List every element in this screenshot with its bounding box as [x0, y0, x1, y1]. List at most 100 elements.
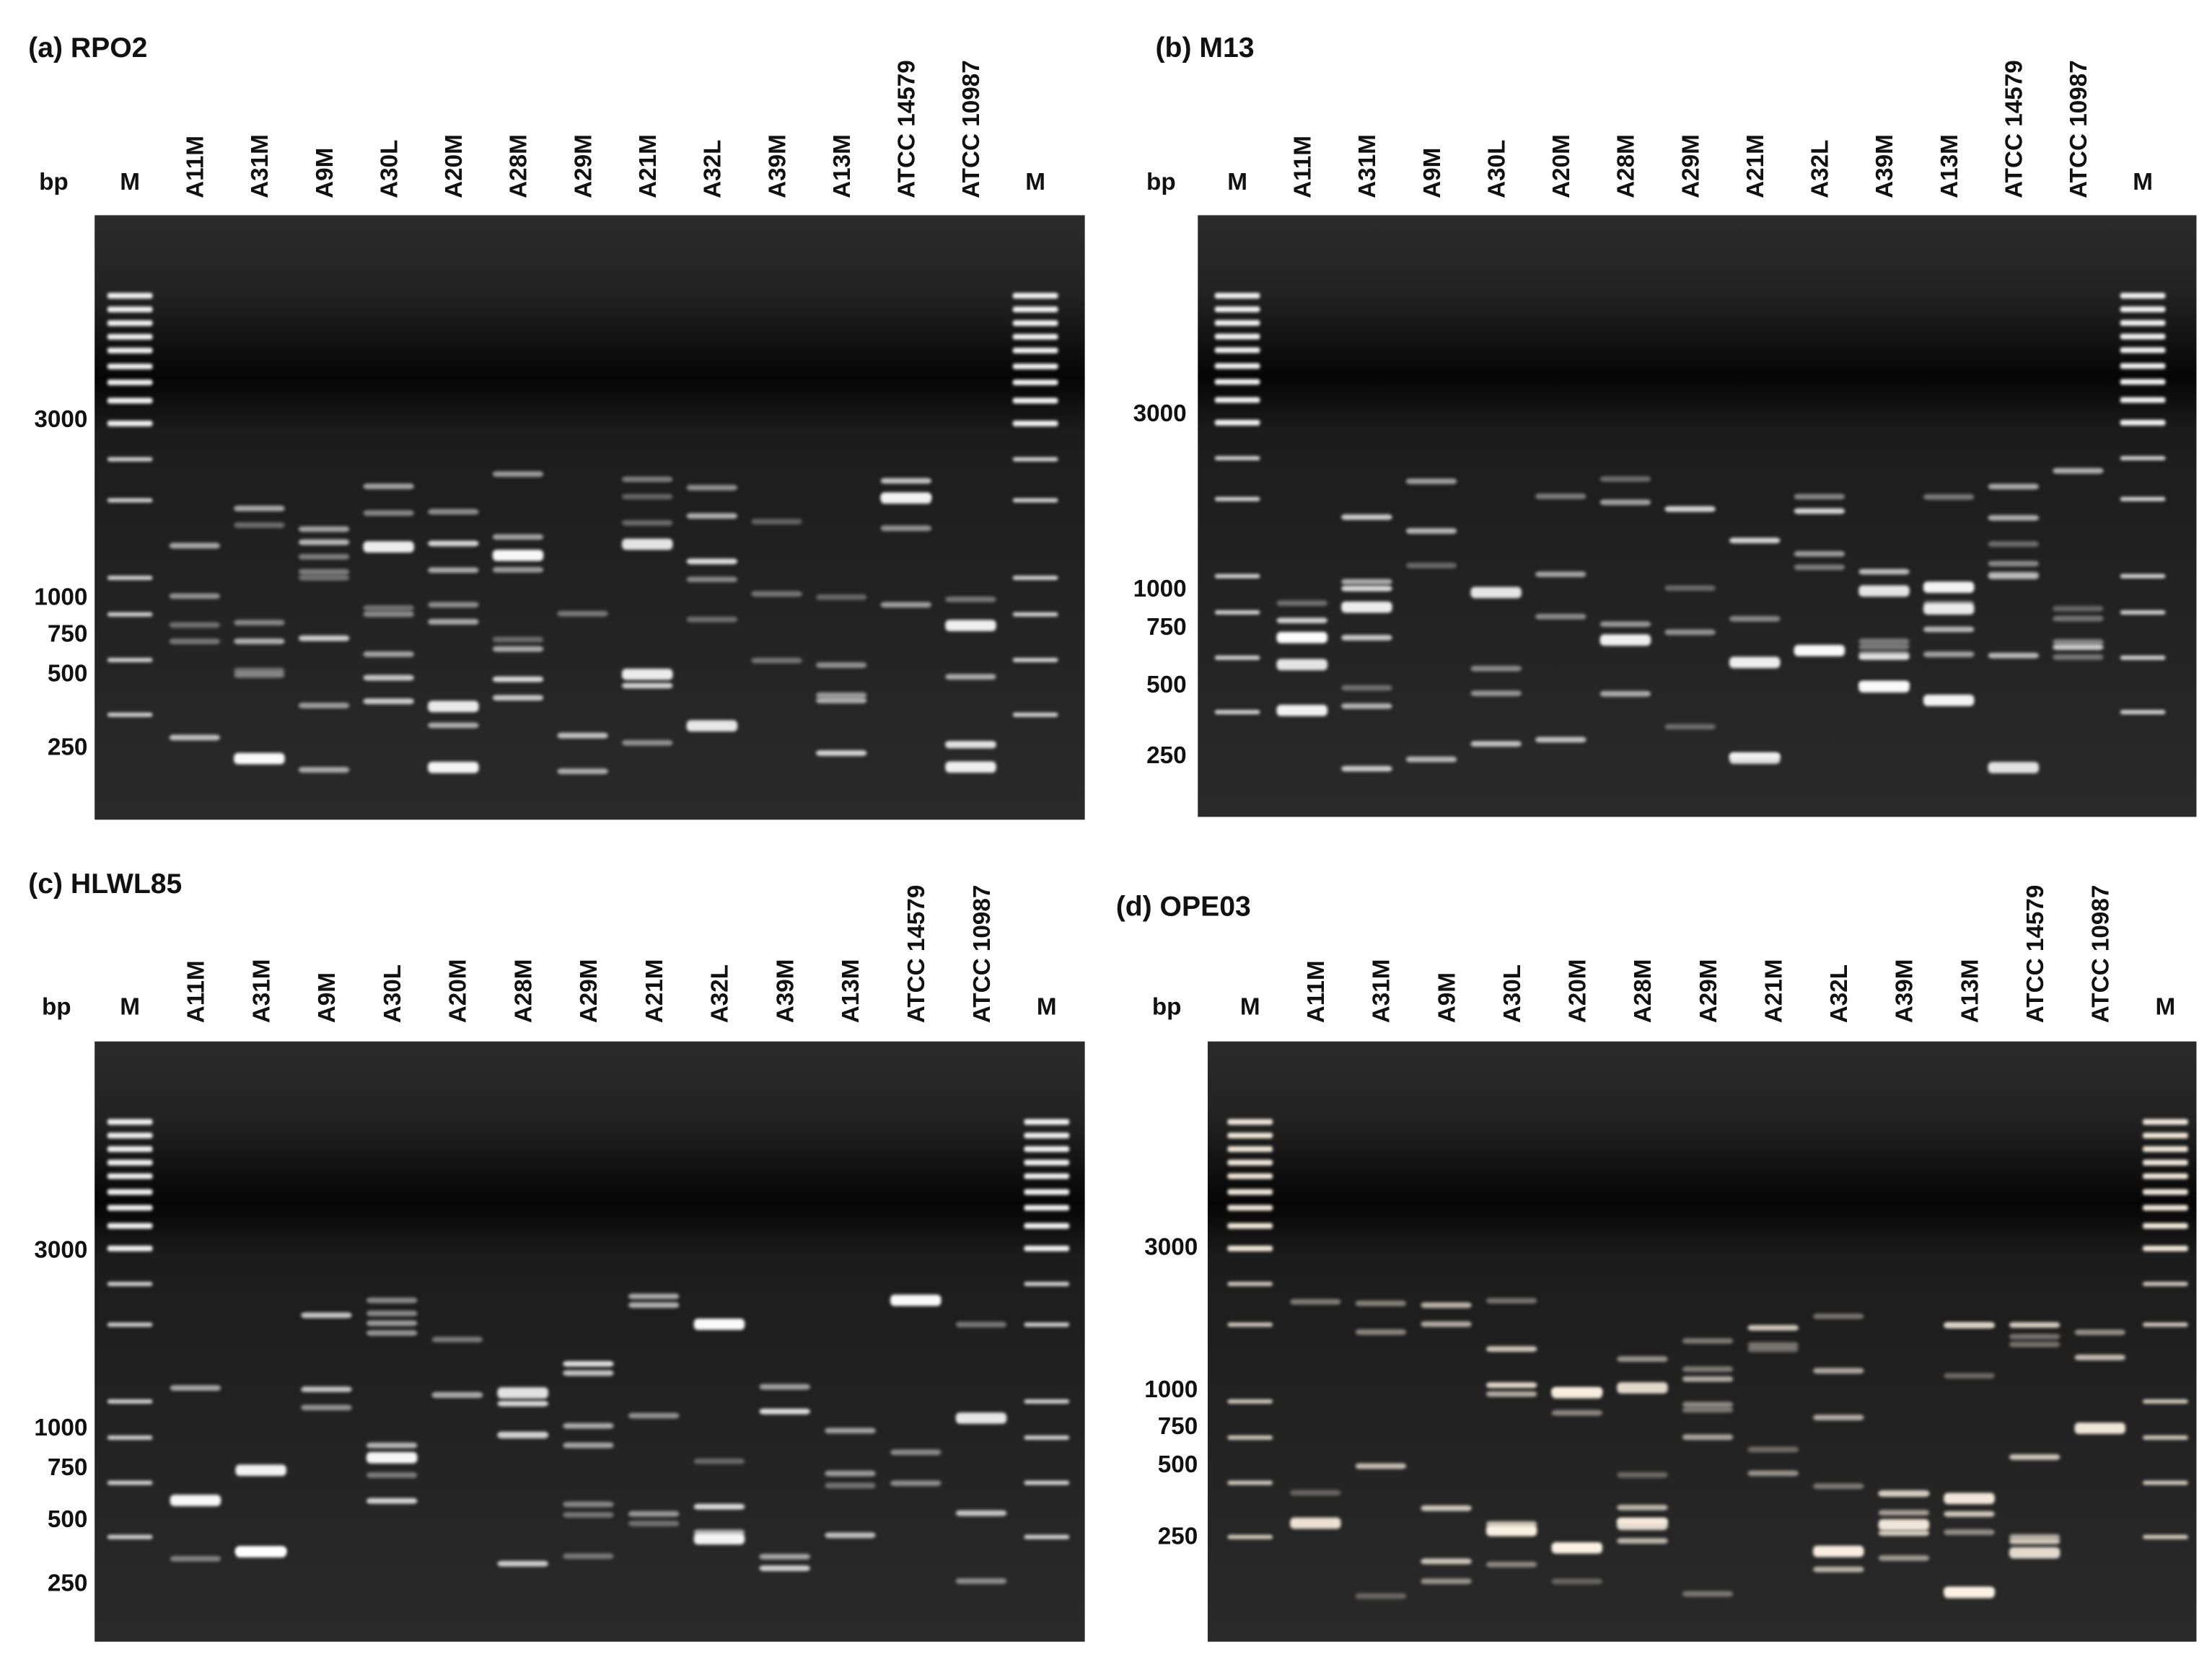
sample-band	[366, 1297, 418, 1303]
sample-band	[497, 1400, 548, 1407]
lane-label: A32L	[700, 140, 727, 198]
sample-band	[1599, 476, 1651, 482]
ladder-band	[1012, 457, 1058, 462]
lane-label: A32L	[1826, 964, 1853, 1023]
sample-band	[1747, 1324, 1799, 1331]
sample-band	[492, 676, 544, 682]
sample-band	[2053, 644, 2104, 651]
sample-band	[622, 519, 673, 526]
lane-label: A29M	[1695, 959, 1722, 1024]
sample-band	[1747, 1446, 1799, 1453]
sample-band	[2009, 1454, 2060, 1460]
sample-band	[563, 1423, 614, 1429]
lane-label: A39M	[1871, 134, 1898, 198]
ladder-band	[1012, 307, 1058, 312]
ladder-band	[2143, 1205, 2188, 1211]
sample-band	[945, 761, 996, 773]
size-label: 750	[48, 1454, 88, 1481]
lane-label: A29M	[576, 959, 602, 1024]
ladder-band	[107, 1205, 153, 1211]
sample-band	[1470, 690, 1522, 697]
sample-band	[234, 672, 285, 678]
ladder-band	[107, 320, 153, 326]
lane-label: A30L	[379, 964, 406, 1023]
sample-band	[298, 553, 350, 560]
sample-band	[1664, 724, 1716, 730]
sample-band	[628, 1302, 680, 1309]
ladder-band	[107, 397, 153, 404]
ladder-band	[2120, 363, 2166, 369]
sample-band	[880, 525, 932, 532]
ladder-band	[1214, 420, 1260, 426]
panel-title: (b) M13	[1156, 32, 1255, 63]
lane-label: ATCC 14579	[894, 60, 921, 198]
ladder-band	[1024, 1399, 1070, 1404]
bp-label: bp	[39, 169, 69, 195]
sample-band	[2053, 615, 2104, 622]
sample-band	[428, 567, 479, 573]
lane-label: A39M	[764, 134, 791, 198]
ladder-band	[1227, 1399, 1273, 1404]
sample-band	[1858, 651, 1910, 657]
sample-band	[1551, 1410, 1603, 1416]
gel-panel: (d) OPE03 bp M A11M A31M A9M A30L A20M A28M A29M A…	[1116, 885, 2197, 1642]
sample-band	[492, 695, 544, 701]
sample-band	[815, 698, 867, 704]
sample-band	[2009, 1538, 2060, 1544]
ladder-band	[1024, 1159, 1070, 1166]
sample-band	[301, 1404, 352, 1411]
sample-band	[1794, 493, 1845, 500]
lane-label: ATCC 10987	[958, 60, 985, 198]
sample-band	[693, 1318, 745, 1330]
lane-label: A28M	[510, 959, 537, 1024]
sample-band	[1813, 1313, 1864, 1319]
sample-band	[1617, 1538, 1668, 1544]
sample-band	[492, 550, 544, 561]
sample-band	[298, 703, 350, 708]
ladder-band	[107, 379, 153, 386]
sample-band	[1923, 493, 1975, 500]
sample-band	[1944, 1492, 1995, 1505]
sample-band	[1535, 493, 1586, 499]
sample-band	[170, 1495, 221, 1506]
ladder-band	[107, 1322, 153, 1327]
ladder-band	[1214, 655, 1260, 660]
ladder-band	[1214, 306, 1260, 312]
sample-band	[170, 1555, 221, 1562]
ladder-band	[2143, 1399, 2188, 1404]
sample-band	[1682, 1366, 1734, 1372]
ladder-band	[1012, 612, 1058, 617]
sample-band	[1944, 1586, 1995, 1599]
sample-band	[1485, 1298, 1537, 1304]
sample-band	[2053, 467, 2104, 474]
ladder-band	[1024, 1119, 1070, 1125]
ladder-band	[2120, 397, 2166, 403]
sample-band	[1485, 1561, 1537, 1568]
sample-band	[1535, 613, 1586, 620]
sample-band	[1599, 634, 1651, 646]
ladder-band	[2143, 1119, 2188, 1125]
lane-label: M	[120, 994, 140, 1021]
ladder-band	[1227, 1223, 1273, 1229]
ladder-band	[107, 347, 153, 353]
lane-label: A21M	[641, 959, 668, 1024]
sample-band	[628, 1293, 680, 1300]
lane-label: A20M	[445, 959, 472, 1024]
ladder-band	[1227, 1281, 1273, 1286]
ladder-band	[2120, 306, 2166, 312]
sample-band	[622, 476, 673, 483]
sample-band	[1878, 1491, 1930, 1497]
panel-title: (a) RPO2	[28, 32, 147, 63]
sample-band	[1421, 1558, 1472, 1565]
sample-band	[169, 593, 221, 599]
sample-band	[234, 620, 285, 626]
sample-band	[169, 734, 221, 741]
ladder-band	[107, 576, 153, 581]
sample-band	[1290, 1517, 1341, 1529]
sample-band	[1923, 651, 1975, 657]
sample-band	[298, 539, 350, 545]
sample-band	[2009, 1341, 2060, 1347]
ladder-band	[1012, 397, 1058, 404]
ladder-band	[107, 364, 153, 369]
